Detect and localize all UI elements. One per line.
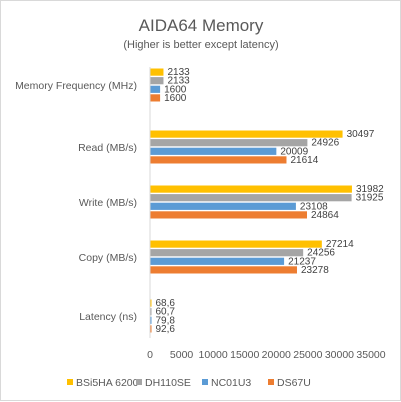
data-label: 60,7: [156, 307, 176, 318]
data-label: 20009: [280, 146, 308, 157]
data-label: 1600: [164, 84, 187, 95]
x-tick-label: 0: [147, 349, 153, 361]
category-label: Copy (MB/s): [79, 252, 137, 264]
data-label: 24926: [311, 138, 339, 149]
category-label: Write (MB/s): [79, 197, 137, 209]
data-label: 68,6: [156, 298, 176, 309]
bar: [150, 147, 277, 155]
category-label: Latency (ns): [79, 311, 137, 323]
x-tick-label: 20000: [262, 349, 291, 361]
bar: [150, 202, 296, 210]
bar: [150, 325, 152, 333]
legend-label: BSi5HA 6200: [76, 377, 139, 389]
bar: [150, 85, 161, 93]
chart-subtitle: (Higher is better except latency): [123, 39, 278, 51]
bar: [150, 156, 287, 164]
data-label: 21614: [290, 155, 318, 166]
bar: [150, 249, 304, 257]
bar: [150, 316, 152, 324]
legend-label: DS67U: [277, 377, 311, 389]
category-label: Read (MB/s): [78, 142, 137, 154]
data-label: 2133: [167, 76, 190, 87]
data-label: 21237: [288, 256, 316, 267]
x-tick-label: 5000: [170, 349, 194, 361]
bar: [150, 185, 352, 193]
category-label: Memory Frequency (MHz): [15, 80, 137, 92]
legend-label: NC01U3: [211, 377, 251, 389]
data-label: 30497: [347, 129, 375, 140]
data-label: 1600: [164, 93, 187, 104]
x-axis-ticks: 0 5000 10000 15000 20000 25000 30000 35000: [147, 349, 386, 361]
bar: [150, 130, 343, 138]
x-tick-label: 25000: [293, 349, 322, 361]
bar: [150, 211, 307, 219]
bar: [150, 257, 285, 265]
data-label: 2133: [167, 67, 190, 78]
data-label: 31982: [356, 184, 384, 195]
bar: [150, 68, 164, 76]
data-label: 92,6: [156, 324, 176, 335]
data-label: 24864: [311, 210, 339, 221]
x-tick-label: 10000: [199, 349, 228, 361]
legend-swatch: [67, 379, 73, 385]
x-tick-label: 30000: [325, 349, 354, 361]
bar: [150, 94, 161, 102]
legend-swatch: [268, 379, 274, 385]
data-label: 27214: [326, 239, 354, 250]
bar: [150, 240, 322, 248]
legend-swatch: [136, 379, 142, 385]
data-label: 31925: [356, 193, 384, 204]
legend-swatch: [202, 379, 208, 385]
data-label: 23108: [300, 201, 328, 212]
legend-label: DH110SE: [145, 377, 191, 389]
data-label: 24256: [307, 248, 335, 259]
bar: [150, 266, 297, 274]
bar: [150, 308, 152, 316]
bar: [150, 194, 352, 202]
bar: [150, 77, 164, 85]
legend: BSi5HA 6200 DH110SE NC01U3 DS67U: [67, 377, 311, 389]
chart-title: AIDA64 Memory: [139, 16, 264, 35]
data-label: 79,8: [156, 315, 176, 326]
data-label: 23278: [301, 265, 329, 276]
bar: [150, 139, 308, 147]
x-tick-label: 35000: [356, 349, 385, 361]
plot-area: 2133213316001600304972492620009216143198…: [149, 67, 384, 338]
category-labels: Memory Frequency (MHz) Read (MB/s) Write (…: [15, 80, 137, 323]
bar: [150, 299, 152, 307]
x-tick-label: 15000: [230, 349, 259, 361]
